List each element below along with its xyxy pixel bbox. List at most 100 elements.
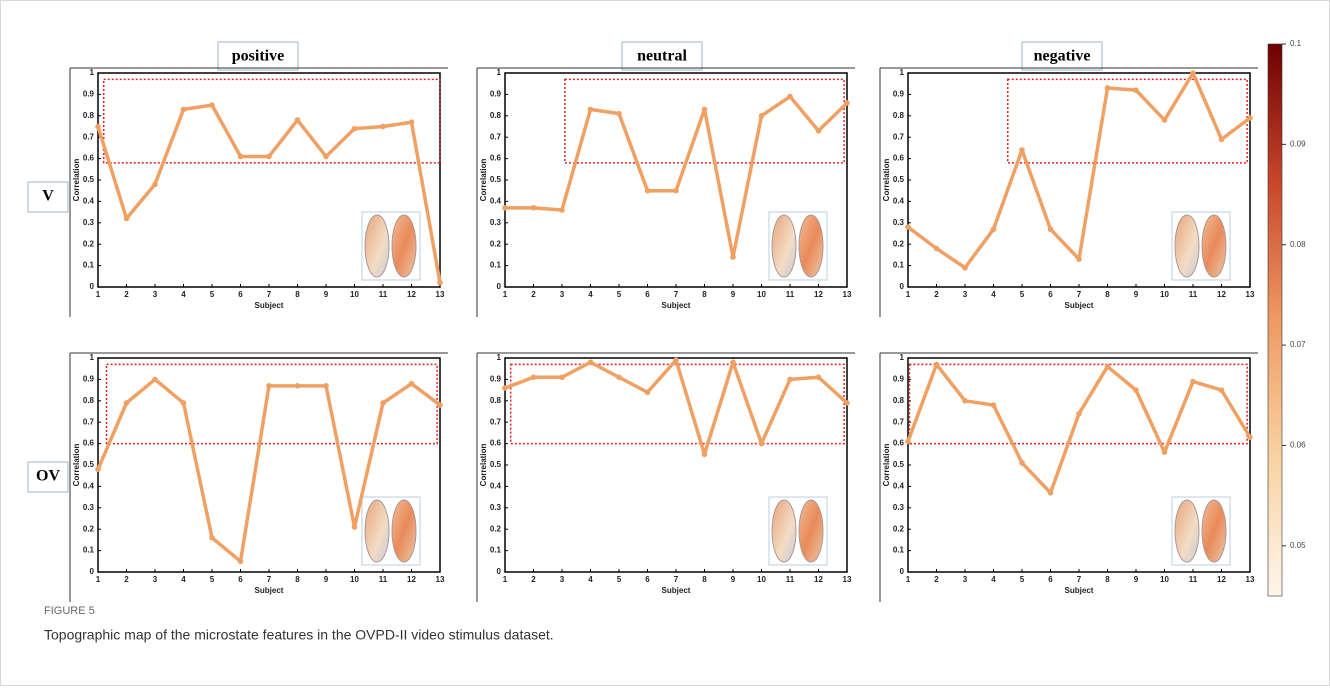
- data-point: [815, 374, 822, 381]
- highlight-box: [102, 78, 441, 164]
- x-tick-label: 9: [731, 575, 736, 584]
- y-tick-label: 0: [90, 567, 95, 576]
- data-point: [1019, 147, 1025, 153]
- brain-right: [391, 499, 417, 563]
- data-point: [1076, 410, 1082, 417]
- column-header: positive: [232, 48, 284, 65]
- y-tick-label: 0.3: [893, 218, 905, 227]
- x-tick-label: 3: [963, 290, 968, 299]
- y-tick-label: 0.9: [893, 90, 905, 99]
- x-tick-label: 6: [645, 575, 650, 584]
- y-tick-label: 0.1: [83, 261, 95, 270]
- y-tick-label: 0.1: [83, 546, 95, 555]
- x-tick-label: 4: [991, 290, 996, 299]
- data-point: [758, 113, 765, 119]
- x-tick-label: 9: [1134, 575, 1139, 584]
- x-tick-label: 3: [560, 575, 565, 584]
- y-tick-label: 0.7: [490, 417, 502, 426]
- data-point: [380, 400, 386, 406]
- y-axis-label: Correlation: [479, 159, 488, 202]
- data-point: [844, 100, 850, 106]
- x-tick-label: 2: [934, 290, 939, 299]
- x-tick-label: 12: [1217, 290, 1226, 299]
- data-point: [787, 93, 793, 100]
- data-point: [209, 102, 215, 108]
- brain-left: [771, 499, 797, 563]
- brain-left: [1174, 214, 1200, 278]
- y-tick-label: 0: [900, 282, 905, 291]
- x-tick-label: 10: [350, 290, 359, 299]
- x-tick-label: 10: [1160, 575, 1169, 584]
- data-point: [673, 187, 679, 194]
- x-tick-label: 7: [267, 290, 272, 299]
- x-tick-label: 1: [96, 290, 101, 299]
- row-label: OV: [36, 468, 60, 485]
- x-tick-label: 3: [153, 290, 158, 299]
- y-axis-label: Correlation: [882, 444, 891, 487]
- data-point: [266, 153, 272, 160]
- x-tick-label: 7: [674, 290, 679, 299]
- y-tick-label: 0.7: [83, 132, 95, 141]
- x-tick-label: 6: [1048, 575, 1053, 584]
- y-axis-label: Correlation: [479, 444, 488, 487]
- x-tick-label: 7: [1077, 290, 1082, 299]
- x-tick-label: 8: [702, 575, 707, 584]
- data-point: [644, 389, 651, 396]
- data-point: [180, 106, 187, 113]
- x-tick-label: 11: [786, 575, 795, 584]
- y-tick-label: 0.3: [893, 503, 905, 512]
- brain-frame: [1171, 211, 1231, 281]
- y-tick-label: 0.9: [83, 90, 95, 99]
- x-tick-label: 3: [153, 575, 158, 584]
- y-tick-label: 0.4: [893, 197, 905, 206]
- data-point: [408, 380, 415, 387]
- x-axis-label: Subject: [255, 586, 284, 595]
- y-tick-label: 0.4: [490, 197, 502, 206]
- x-tick-label: 5: [617, 575, 622, 584]
- x-tick-label: 13: [843, 290, 852, 299]
- data-point: [1019, 460, 1025, 466]
- data-point: [673, 357, 679, 363]
- x-tick-label: 13: [436, 290, 445, 299]
- y-tick-label: 0.8: [83, 396, 95, 405]
- data-point: [559, 374, 565, 381]
- brain-frame: [768, 211, 828, 281]
- data-point: [616, 374, 622, 381]
- y-tick-label: 0.2: [490, 239, 502, 248]
- y-tick-label: 1: [497, 353, 502, 362]
- colorbar-tick-label: 0.06: [1290, 441, 1306, 450]
- x-tick-label: 8: [295, 290, 300, 299]
- y-tick-label: 0.9: [490, 90, 502, 99]
- x-tick-label: 12: [814, 290, 823, 299]
- brain-frame: [1171, 496, 1231, 566]
- x-tick-label: 10: [1160, 290, 1169, 299]
- y-tick-label: 0.9: [490, 375, 502, 384]
- data-point: [587, 359, 594, 366]
- data-point: [1104, 85, 1111, 91]
- x-tick-label: 12: [407, 290, 416, 299]
- brain-left: [364, 499, 390, 563]
- data-point: [237, 153, 244, 160]
- x-tick-label: 9: [1134, 290, 1139, 299]
- x-tick-label: 8: [702, 290, 707, 299]
- row-label: V: [42, 188, 54, 205]
- y-axis-label: Correlation: [72, 444, 81, 487]
- brain-left: [1174, 499, 1200, 563]
- caption-label: FIGURE 5: [44, 605, 95, 617]
- data-point: [730, 254, 736, 260]
- y-axis-label: Correlation: [72, 159, 81, 202]
- x-tick-label: 12: [1217, 575, 1226, 584]
- x-tick-label: 8: [1105, 575, 1110, 584]
- colorbar-tick-label: 0.08: [1290, 240, 1306, 249]
- column-header-box: [1021, 41, 1103, 71]
- y-tick-label: 0.5: [490, 175, 502, 184]
- x-tick-label: 9: [731, 290, 736, 299]
- y-tick-label: 0.1: [490, 546, 502, 555]
- data-point: [644, 187, 651, 194]
- y-tick-label: 0.6: [490, 439, 502, 448]
- highlight-box: [105, 363, 438, 445]
- x-tick-label: 8: [1105, 290, 1110, 299]
- data-point: [905, 224, 911, 230]
- x-tick-label: 6: [238, 290, 243, 299]
- y-tick-label: 0.7: [893, 132, 905, 141]
